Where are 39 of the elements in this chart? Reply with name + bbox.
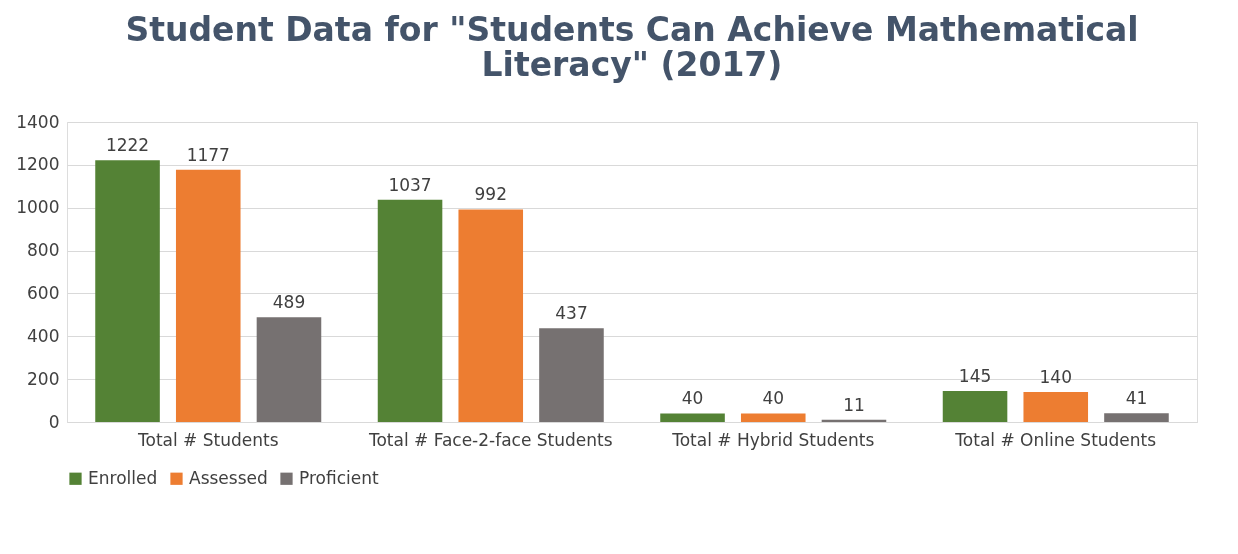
data-label: 1177: [186, 144, 230, 165]
bar: [660, 413, 725, 422]
chart-title: Student Data for "Students Can Achieve Mathematical Literacy" (2017): [125, 10, 1139, 84]
data-label: 140: [1039, 367, 1072, 387]
legend-label: Proficient: [299, 467, 379, 488]
x-tick-label: Total # Online Students: [954, 429, 1157, 450]
y-tick-label: 600: [27, 282, 60, 303]
bar: [942, 390, 1008, 422]
y-tick-label: 400: [27, 325, 60, 346]
data-label: 489: [272, 292, 306, 313]
bar: [175, 169, 241, 422]
x-tick-label: Total # Students: [136, 429, 279, 450]
data-label: 41: [1125, 388, 1148, 409]
bar: [256, 317, 322, 422]
x-tick-label: Total # Face-2-face Students: [367, 429, 613, 450]
bar: [1023, 392, 1089, 422]
data-label: 145: [958, 365, 992, 386]
bar: [458, 209, 524, 422]
y-tick-label: 1400: [16, 111, 60, 132]
bar: [740, 413, 806, 422]
data-label: 437: [555, 303, 588, 324]
data-label: 11: [843, 394, 865, 415]
y-tick-label: 0: [48, 411, 60, 432]
data-label: 992: [474, 184, 507, 205]
data-label: 1037: [388, 174, 432, 195]
legend-label: Enrolled: [88, 467, 158, 488]
y-tick-label: 800: [27, 240, 60, 261]
y-tick-label: 200: [27, 368, 60, 389]
legend-label: Assessed: [189, 467, 268, 488]
data-label: 40: [762, 388, 785, 409]
x-tick-label: Total # Hybrid Students: [671, 429, 875, 450]
bar: [377, 199, 443, 422]
y-tick-label: 1000: [16, 197, 60, 218]
data-label: 40: [681, 388, 704, 409]
data-label: 1222: [105, 135, 150, 156]
y-tick-label: 1200: [16, 154, 60, 175]
bar: [1104, 413, 1169, 422]
bar: [95, 160, 160, 422]
bar: [539, 328, 604, 422]
